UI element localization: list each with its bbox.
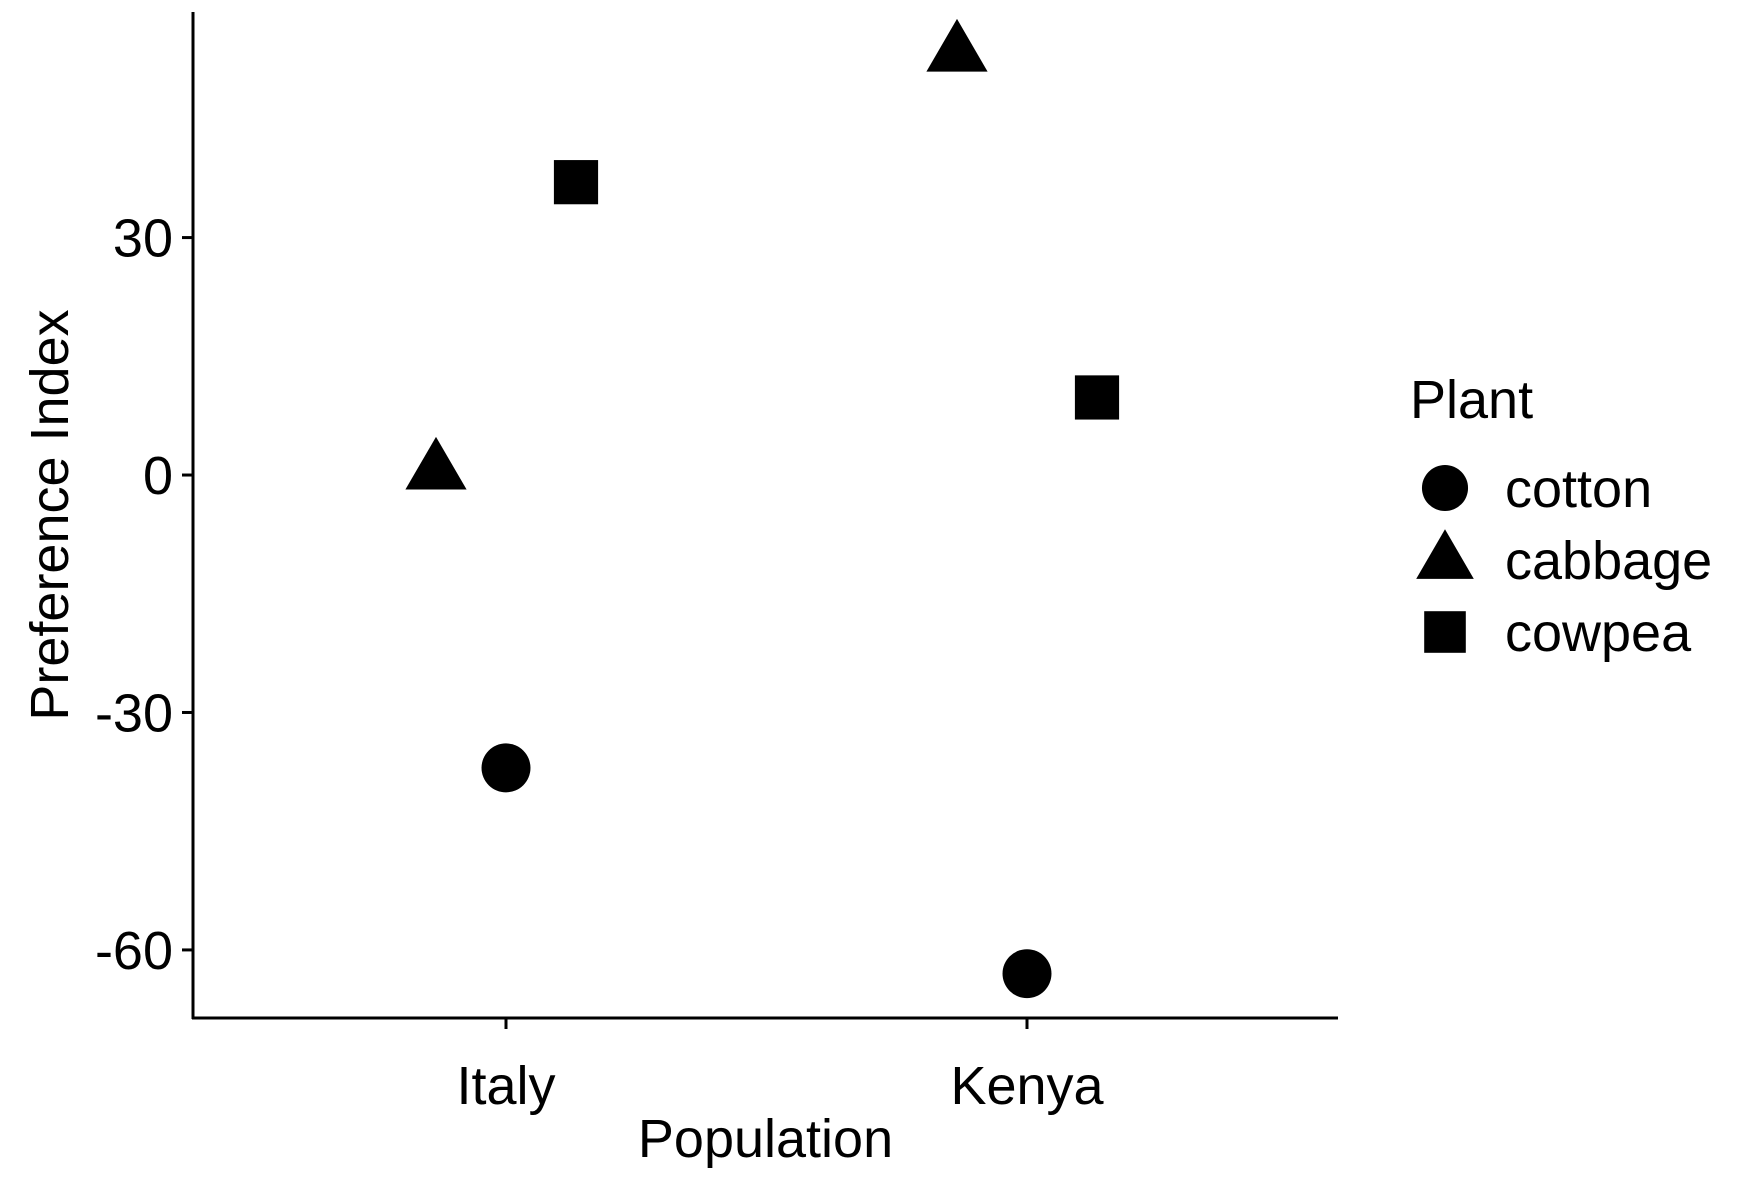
legend-key-cotton bbox=[1421, 464, 1469, 512]
cowpea-point bbox=[1074, 375, 1120, 420]
legend-title: Plant bbox=[1410, 370, 1533, 430]
x-axis-title: Population bbox=[638, 1109, 893, 1169]
cotton-point bbox=[1002, 949, 1052, 999]
y-tick-label: 30 bbox=[113, 209, 173, 269]
legend-key-cowpea bbox=[1424, 611, 1466, 653]
legend-label-cotton: cotton bbox=[1505, 459, 1652, 519]
y-axis-title: Preference Index bbox=[20, 309, 80, 720]
cowpea-point bbox=[553, 160, 599, 205]
legend-key-cabbage bbox=[1416, 529, 1474, 579]
legend-label-cowpea: cowpea bbox=[1505, 603, 1692, 663]
y-tick-label: -30 bbox=[95, 683, 173, 743]
cabbage-point bbox=[405, 436, 467, 490]
x-tick-label: Italy bbox=[456, 1056, 555, 1116]
x-tick-label: Kenya bbox=[950, 1056, 1104, 1116]
legend-label-cabbage: cabbage bbox=[1505, 531, 1712, 591]
cabbage-point bbox=[926, 18, 988, 72]
y-tick-label: -60 bbox=[95, 921, 173, 981]
y-tick-label: 0 bbox=[143, 446, 173, 506]
data-points bbox=[405, 18, 1120, 999]
cotton-point bbox=[481, 743, 531, 793]
legend: Plant cotton cabbage cowpea bbox=[1410, 370, 1712, 663]
axes: 30 0 -30 -60 Italy Kenya bbox=[95, 12, 1338, 1116]
